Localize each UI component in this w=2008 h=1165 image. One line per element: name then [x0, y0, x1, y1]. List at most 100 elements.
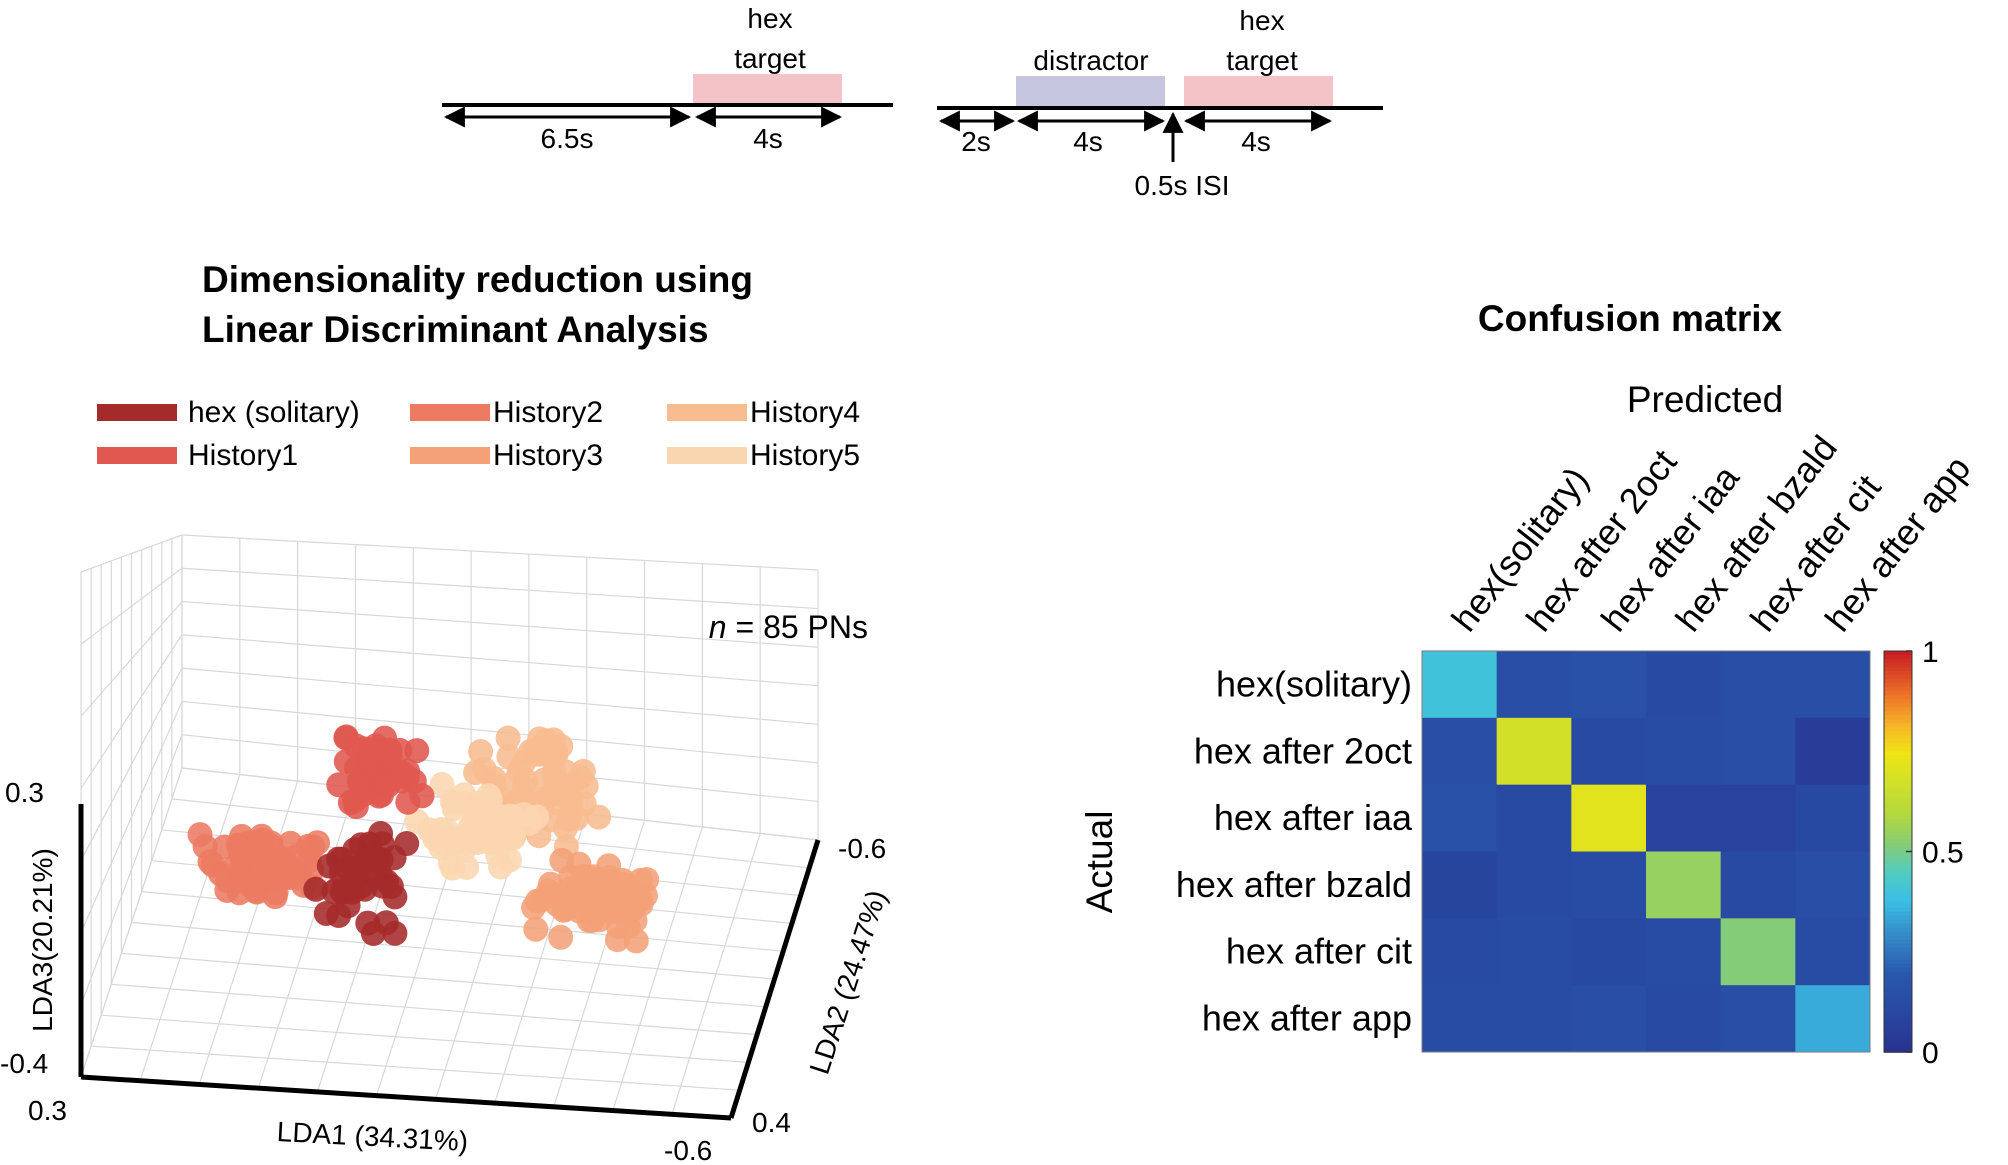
timeline-right: distractor hex target 2s 4s 4s 0.5s ISI — [937, 5, 1383, 201]
legend-label-2: History2 — [493, 396, 603, 429]
lda-title-line-1: Dimensionality reduction using — [202, 259, 753, 300]
lda-z-axis-label: LDA3(20.21%) — [27, 848, 58, 1032]
timeline-right-target-duration: 4s — [1241, 126, 1271, 157]
cm-cell-r5-c4 — [1720, 985, 1796, 1052]
cm-cell-r1-c5 — [1795, 717, 1870, 786]
timeline-left-stim-duration: 4s — [753, 123, 783, 154]
lda-point — [463, 760, 488, 786]
cm-cell-r4-c4 — [1720, 918, 1796, 986]
lda-n-label: n = 85 PNs — [709, 609, 868, 645]
lda-y-tick-bottom: 0.4 — [752, 1107, 791, 1138]
lda-point — [567, 872, 593, 898]
timeline-right-distractor-label: distractor — [1033, 45, 1148, 76]
lda-point — [343, 794, 369, 820]
cm-cell-r0-c1 — [1496, 651, 1572, 719]
colorbar-tick-2: 1 — [1922, 636, 1939, 669]
timeline-right-isi-label: 0.5s ISI — [1135, 170, 1230, 201]
lda-point — [549, 847, 575, 873]
lda-legend: hex (solitary) History1 History2 History3 Hi… — [97, 396, 860, 472]
lda-z-tick-bottom: -0.4 — [0, 1048, 48, 1079]
lda-y-tick-top: -0.6 — [838, 833, 886, 864]
cm-cell-r5-c0 — [1422, 985, 1498, 1052]
legend-label-5: History5 — [750, 439, 860, 472]
cm-cell-r3-c1 — [1496, 851, 1572, 919]
cm-cell-r4-c2 — [1571, 918, 1647, 986]
lda-point — [495, 725, 521, 751]
colorbar-tick-0: 0 — [1922, 1037, 1939, 1070]
cm-cell-r0-c5 — [1795, 651, 1870, 719]
legend-label-4: History4 — [750, 396, 860, 429]
cm-cell-r5-c2 — [1571, 985, 1647, 1052]
lda-point — [360, 753, 386, 779]
timeline-right-target-label-1: hex — [1239, 5, 1284, 36]
cm-cells — [1422, 651, 1870, 1052]
cm-cell-r3-c5 — [1795, 851, 1870, 919]
cm-cell-r3-c4 — [1720, 851, 1796, 919]
lda-point — [548, 924, 574, 950]
lda-x-tick-right: -0.6 — [664, 1135, 712, 1165]
cm-row-labels: hex(solitary) hex after 2oct hex after iaa… — [1176, 663, 1413, 1038]
lda-point — [597, 865, 622, 891]
cm-row-label-0: hex(solitary) — [1216, 663, 1412, 704]
lda-point — [587, 895, 613, 921]
cm-cell-r1-c4 — [1720, 717, 1796, 786]
lda-point — [353, 847, 378, 873]
lda-point — [488, 854, 513, 880]
lda-point — [333, 724, 359, 750]
lda-point — [316, 853, 342, 879]
timeline-left-pre-duration: 6.5s — [541, 123, 594, 154]
lda-point — [208, 861, 234, 887]
timeline-left-stim-label-2: target — [734, 43, 806, 74]
lda-point — [468, 739, 494, 764]
timeline-right-target-label-2: target — [1226, 45, 1298, 76]
colorbar-tick-1: 0.5 — [1922, 837, 1964, 870]
legend-swatch-3 — [410, 447, 490, 464]
cm-cell-r1-c0 — [1422, 717, 1498, 786]
cm-row-label-1: hex after 2oct — [1194, 730, 1412, 771]
lda-point — [395, 789, 421, 815]
lda-point — [313, 901, 339, 926]
cm-row-label-4: hex after cit — [1226, 931, 1412, 972]
cm-colorbar: 00.51 — [1883, 636, 1964, 1070]
lda-point — [477, 787, 503, 813]
timeline-right-distractor-bar — [1016, 76, 1165, 106]
lda-x-tick-left: 0.3 — [28, 1095, 67, 1126]
cm-cell-r1-c3 — [1646, 717, 1722, 786]
cm-title: Confusion matrix — [1478, 298, 1783, 339]
lda-x-axis-label: LDA1 (34.31%) — [276, 1116, 469, 1157]
timeline-right-pre-duration: 2s — [961, 126, 991, 157]
cm-cell-r2-c5 — [1795, 784, 1870, 853]
lda-point — [355, 910, 381, 936]
lda-point — [368, 782, 394, 808]
cm-y-axis-label: Actual — [1079, 811, 1120, 914]
cm-cell-r1-c2 — [1571, 717, 1647, 786]
timeline-left: hex target 6.5s 4s — [442, 3, 893, 154]
lda-point — [523, 916, 549, 942]
timeline-right-target-bar — [1184, 76, 1333, 106]
legend-swatch-2 — [410, 404, 490, 421]
cm-cell-r0-c3 — [1646, 651, 1722, 719]
lda-point — [634, 867, 660, 892]
lda-point — [326, 772, 352, 798]
lda-panel: Dimensionality reduction using Linear Di… — [0, 259, 892, 1165]
cm-cell-r5-c5 — [1795, 985, 1870, 1052]
lda-point — [493, 811, 519, 837]
cm-row-label-3: hex after bzald — [1176, 864, 1412, 905]
lda-point — [429, 772, 455, 797]
lda-point — [620, 895, 646, 921]
lda-point — [527, 726, 553, 752]
cm-cell-r0-c0 — [1422, 651, 1498, 719]
legend-label-1: History1 — [188, 439, 298, 472]
timeline-right-distractor-duration: 4s — [1073, 126, 1103, 157]
cm-cell-r2-c0 — [1422, 784, 1498, 853]
lda-point — [416, 817, 442, 843]
cm-cell-r0-c4 — [1720, 651, 1796, 719]
lda-point — [535, 878, 561, 904]
cm-x-axis-label: Predicted — [1627, 379, 1783, 420]
cm-cell-r4-c1 — [1496, 918, 1572, 986]
cm-cell-r2-c4 — [1720, 784, 1796, 853]
lda-point — [454, 854, 480, 880]
lda-point — [303, 876, 329, 902]
lda-point — [524, 804, 550, 830]
lda-point — [615, 914, 641, 940]
